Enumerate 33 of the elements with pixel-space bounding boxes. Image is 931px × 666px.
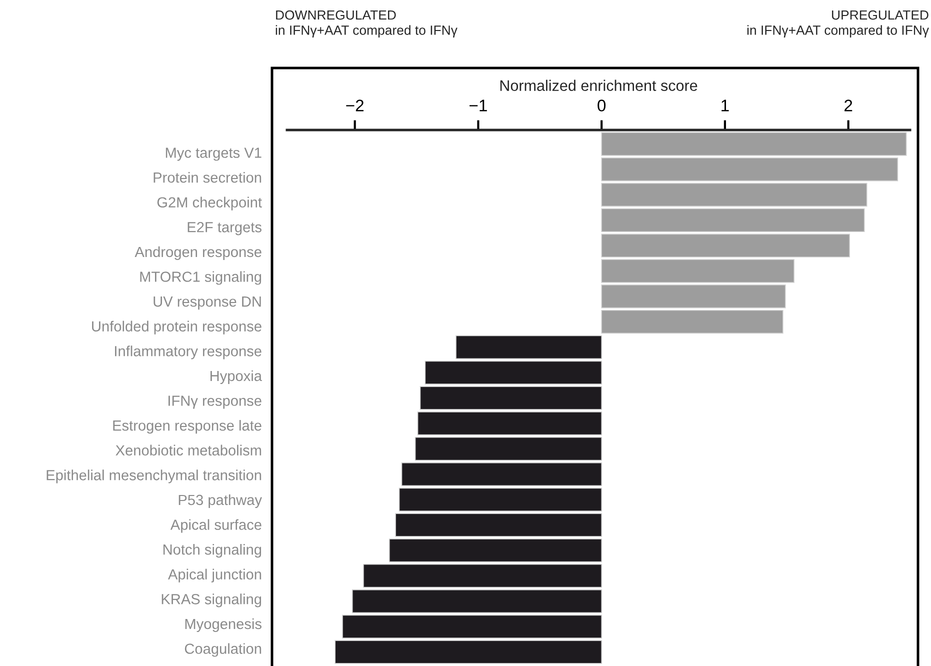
- bar: [352, 589, 602, 614]
- y-tick-label: Hypoxia: [210, 370, 262, 384]
- bar: [601, 182, 868, 207]
- y-tick-label: MTORC1 signaling: [140, 271, 262, 285]
- text: UPREGULATED in IFNγ+AAT compared to IFNγ: [747, 10, 929, 38]
- y-tick-label: UV response DN: [154, 296, 261, 310]
- y-tick-label: Apical surface: [170, 519, 262, 533]
- y-tick-label: Inflammatory response: [115, 346, 262, 360]
- y-tick-label: P53 pathway: [178, 494, 262, 508]
- y-tick-label: Myogenesis: [185, 618, 262, 632]
- x-tick-label: −1: [470, 100, 487, 112]
- y-tick-label: Androgen response: [134, 246, 262, 260]
- x-axis-title: Normalized enrichment score: [500, 80, 698, 92]
- y-tick-label: Epithelial mesenchymal transition: [46, 470, 262, 484]
- text: DOWNREGULATED in IFNγ+AAT compared to IFNγ: [276, 10, 458, 38]
- bar: [401, 462, 602, 486]
- x-tick-label: −2: [346, 100, 364, 112]
- y-tick-label: Apical junction: [168, 568, 262, 582]
- y-tick-label: Unfolded protein response: [92, 320, 262, 334]
- x-tick-label: 1: [722, 100, 729, 112]
- bar: [601, 310, 784, 334]
- y-tick-label: Coagulation: [184, 643, 262, 657]
- y-tick-label: Protein secretion: [154, 172, 262, 183]
- y-tick-label: Xenobiotic metabolism: [116, 444, 262, 456]
- y-tick-label: E2F targets: [188, 222, 262, 236]
- y-tick-label: G2M checkpoint: [157, 196, 262, 210]
- y-tick-label: Myc targets V1: [166, 148, 262, 161]
- x-tick-label: 2: [844, 100, 852, 112]
- y-tick-label: KRAS signaling: [162, 594, 262, 608]
- y-tick-label: IFNγ response: [168, 396, 262, 409]
- y-tick-label: Notch signaling: [163, 544, 262, 558]
- y-tick-label: Estrogen response late: [113, 420, 262, 434]
- x-tick-label: 0: [598, 100, 606, 112]
